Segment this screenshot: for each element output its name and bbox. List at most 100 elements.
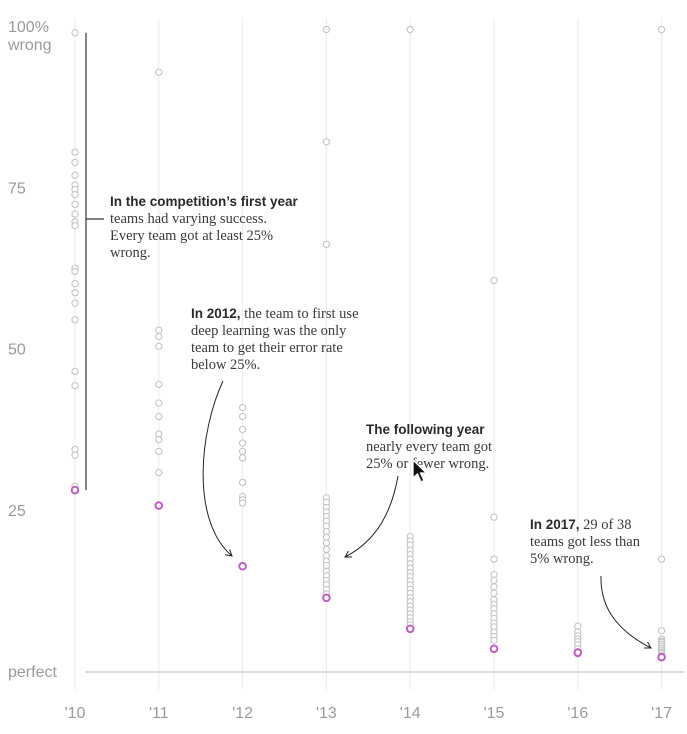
x-tick-label: '16 <box>567 705 588 722</box>
data-point <box>657 25 666 34</box>
y-tick-label: 25 <box>8 503 26 520</box>
x-tick-label: '11 <box>149 705 169 722</box>
data-point <box>238 499 247 507</box>
data-point <box>71 381 79 390</box>
data-point <box>490 276 498 285</box>
data-point <box>406 25 414 34</box>
arrow-2013-head <box>344 550 352 558</box>
data-point <box>155 68 163 76</box>
data-point <box>155 326 163 334</box>
data-point <box>155 412 163 421</box>
data-point <box>155 342 163 350</box>
annotation-2017-line: 5% wrong. <box>530 551 594 567</box>
data-point <box>490 555 498 563</box>
data-point <box>71 289 79 297</box>
data-point <box>238 412 247 421</box>
data-point <box>322 545 331 554</box>
best-data-point <box>657 652 666 662</box>
annotation-first-year: In the competition’s first year teams ha… <box>110 193 350 262</box>
data-point <box>238 403 247 412</box>
data-point <box>490 636 498 645</box>
data-point <box>657 627 666 635</box>
data-point <box>71 280 79 288</box>
data-point <box>71 148 79 156</box>
annotation-arrows <box>202 380 652 649</box>
arrow-2012 <box>202 380 233 557</box>
arrow-2017 <box>600 575 652 649</box>
annotation-2017-line: teams got less than <box>530 534 640 550</box>
best-data-point <box>238 561 247 571</box>
annotation-2017: In 2017, 29 of 38 teams got less than 5%… <box>530 516 685 568</box>
annotation-2013-line: 25% or fewer wrong. <box>366 456 490 472</box>
best-data-point <box>322 593 331 603</box>
data-point <box>155 380 163 388</box>
data-point <box>71 367 79 376</box>
best-data-point <box>573 648 583 657</box>
data-point <box>71 210 79 218</box>
data-point <box>71 171 79 179</box>
data-point <box>657 555 666 563</box>
y-tick-label: 100% <box>8 19 49 36</box>
data-point <box>238 447 247 456</box>
data-point <box>490 576 498 585</box>
data-point <box>71 316 79 324</box>
x-tick-label: '12 <box>232 705 253 722</box>
best-data-point <box>70 485 80 495</box>
data-point <box>71 267 79 276</box>
data-point <box>490 513 498 521</box>
annotation-first-year-line: teams had varying success. <box>110 211 268 227</box>
data-point <box>155 469 163 477</box>
data-point <box>238 454 247 462</box>
arrow-2017-head <box>644 641 652 649</box>
x-tick-label: '15 <box>484 705 505 722</box>
x-tick-label: '14 <box>400 705 421 722</box>
data-point <box>322 138 331 146</box>
y-axis: 100%wrong 75 50 25 perfect <box>7 19 684 681</box>
annotation-2012-line: team to get their error rate <box>191 340 343 356</box>
data-point <box>71 299 79 307</box>
data-point <box>71 158 79 167</box>
annotation-first-year-line: Every team got at least 25% <box>110 228 274 244</box>
data-point <box>322 25 331 34</box>
annotation-2013-line: nearly every team got <box>366 439 493 455</box>
data-point <box>155 436 163 444</box>
annotation-first-year-bold: In the competition’s first year <box>110 194 298 209</box>
best-data-point <box>405 624 415 634</box>
data-point <box>71 451 79 459</box>
annotation-2012-line: below 25%. <box>191 357 261 373</box>
data-point <box>71 29 79 37</box>
annotation-2017-lead: 29 of 38 <box>579 517 632 533</box>
data-point <box>490 589 498 597</box>
y-tick-label: 75 <box>8 180 26 197</box>
x-axis: '10 '11 '12 '13 '14 '15 '16 '17 <box>65 705 673 722</box>
data-points <box>70 25 666 662</box>
y-tick-sublabel: wrong <box>7 37 52 54</box>
y-tick-label: 50 <box>8 342 26 359</box>
data-point <box>238 439 247 447</box>
annotation-first-year-line: wrong. <box>110 245 151 261</box>
data-point <box>490 583 498 591</box>
arrow-2013 <box>344 475 399 558</box>
x-tick-label: '13 <box>316 705 337 722</box>
first-year-range-bracket <box>85 32 104 491</box>
data-point <box>155 447 163 456</box>
data-point <box>71 200 79 209</box>
grid <box>74 18 663 690</box>
annotation-2012: In 2012, the team to first use deep lear… <box>191 305 431 374</box>
x-tick-label: '17 <box>651 705 672 722</box>
data-point <box>71 222 79 230</box>
data-point <box>238 425 247 434</box>
data-point <box>322 539 331 547</box>
annotation-2012-line: deep learning was the only <box>191 323 347 339</box>
best-data-point <box>489 644 499 654</box>
x-tick-label: '10 <box>65 705 86 722</box>
data-point <box>238 478 247 487</box>
mouse-pointer-icon <box>412 459 429 483</box>
annotation-2012-bold: In 2012, <box>191 306 241 321</box>
annotation-2012-lead: the team to first use <box>240 306 359 322</box>
annotation-2017-bold: In 2017, <box>530 517 580 532</box>
data-point <box>322 240 331 249</box>
annotation-2013-bold: The following year <box>366 422 485 437</box>
arrow-2012-head <box>225 549 233 557</box>
